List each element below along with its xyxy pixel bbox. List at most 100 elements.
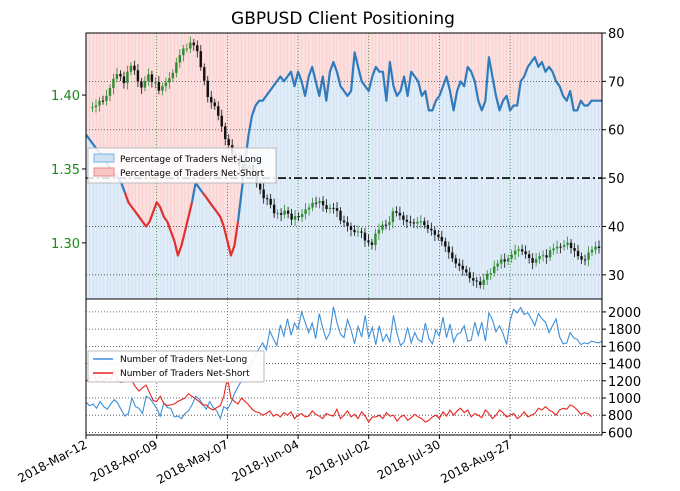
candle-up	[307, 207, 311, 210]
candle-up	[510, 254, 513, 259]
candle-down	[258, 183, 262, 190]
candle-up	[147, 74, 150, 82]
candle-down	[454, 258, 457, 264]
candle-down	[461, 265, 464, 270]
candle-up	[493, 266, 496, 274]
legend-label-net-short: Percentage of Traders Net-Short	[120, 169, 265, 179]
candle-down	[423, 221, 426, 225]
candle-down	[227, 139, 230, 146]
candle-down	[220, 115, 223, 127]
candle-down	[150, 74, 154, 83]
date-tick-label: 2018-Jul-02	[304, 437, 372, 482]
legend-swatch-net-short	[93, 167, 115, 177]
candle-down	[440, 236, 444, 242]
candle-up	[161, 86, 164, 91]
candle-up	[293, 216, 297, 220]
candle-up	[178, 55, 182, 63]
candle-up	[115, 73, 119, 79]
candle-down	[286, 210, 290, 214]
candle-down	[472, 278, 475, 281]
date-tick-label: 2018-Mar-12	[15, 437, 89, 485]
percentage-tick-label: 40	[608, 220, 625, 235]
candle-down	[580, 256, 583, 260]
candle-up	[276, 213, 279, 215]
candle-down	[136, 70, 140, 82]
candle-down	[573, 248, 576, 251]
top-legend: Percentage of Traders Net-Long Percentag…	[87, 147, 277, 184]
candle-down	[360, 231, 363, 233]
candle-up	[496, 263, 499, 267]
candle-down	[430, 228, 433, 231]
candle-down	[437, 234, 440, 237]
candle-down	[367, 240, 370, 243]
candle-up	[154, 82, 157, 84]
legend-swatch-net-long	[93, 153, 115, 163]
top-panel: 1.30 1.35 1.40 30 40 50 60 70 80 Percentage of …	[51, 27, 625, 300]
candle-down	[398, 212, 402, 216]
candle-up	[590, 249, 594, 253]
chart-title: GBPUSD Client Positioning	[231, 9, 455, 29]
candle-up	[94, 105, 98, 108]
candle-down	[447, 246, 450, 253]
price-tick-label: 1.40	[51, 89, 80, 104]
candle-down	[527, 254, 531, 259]
candle-up	[377, 229, 381, 234]
candle-up	[328, 207, 332, 210]
candle-down	[426, 224, 430, 229]
candle-up	[311, 202, 314, 208]
candle-down	[475, 280, 478, 282]
bottom-legend: Number of Traders Net-Long Number of Tra…	[87, 350, 265, 383]
candle-down	[272, 204, 276, 214]
candle-down	[402, 215, 405, 220]
candle-up	[538, 256, 541, 260]
candle-up	[129, 65, 133, 72]
candle-up	[416, 221, 419, 224]
candle-up	[283, 210, 286, 215]
legend-label-count-long: Number of Traders Net-Long	[120, 355, 247, 365]
candle-up	[381, 224, 384, 230]
candle-down	[224, 126, 227, 140]
candle-down	[203, 67, 206, 81]
candle-up	[594, 246, 597, 250]
candle-up	[391, 211, 395, 223]
candle-up	[356, 231, 360, 233]
candle-down	[196, 45, 199, 52]
candle-down	[297, 216, 300, 218]
candle-down	[531, 258, 534, 263]
legend-label-net-long: Percentage of Traders Net-Long	[120, 155, 262, 165]
candle-up	[548, 250, 552, 258]
trader-count-axis: 600 800 1000 1200 1400 1600 1800 2000	[602, 306, 641, 441]
top-legend-box	[87, 147, 277, 184]
trader-count-lines	[86, 306, 602, 424]
percentage-tick-label: 80	[608, 27, 625, 42]
candle-down	[569, 242, 573, 249]
candle-down	[279, 213, 283, 215]
net-long-line-segment	[236, 51, 602, 222]
candle-down	[101, 100, 105, 102]
candle-down	[332, 207, 335, 209]
candle-up	[541, 255, 545, 257]
candle-down	[583, 259, 587, 261]
count-tick-label: 1800	[608, 323, 641, 338]
net-short-area	[86, 33, 602, 256]
candle-up	[486, 273, 489, 280]
net-short-line-segment	[201, 191, 240, 257]
candle-down	[384, 224, 388, 226]
bottom-panel-frame	[85, 298, 603, 436]
candle-down	[346, 222, 349, 227]
candle-down	[321, 201, 325, 206]
candle-down	[412, 222, 416, 224]
candle-up	[185, 48, 189, 50]
bottom-panel: 600 800 1000 1200 1400 1600 1800 2000 Number of…	[85, 298, 641, 441]
price-tick-label: 1.30	[51, 237, 80, 252]
candle-down	[349, 226, 353, 230]
candle-down	[325, 205, 328, 210]
candle-up	[300, 214, 304, 218]
count-tick-label: 1600	[608, 340, 641, 355]
candle-down	[157, 82, 161, 91]
candle-down	[192, 42, 195, 46]
candle-up	[182, 48, 185, 56]
count-tick-label: 1000	[608, 392, 641, 407]
candle-down	[524, 251, 527, 255]
